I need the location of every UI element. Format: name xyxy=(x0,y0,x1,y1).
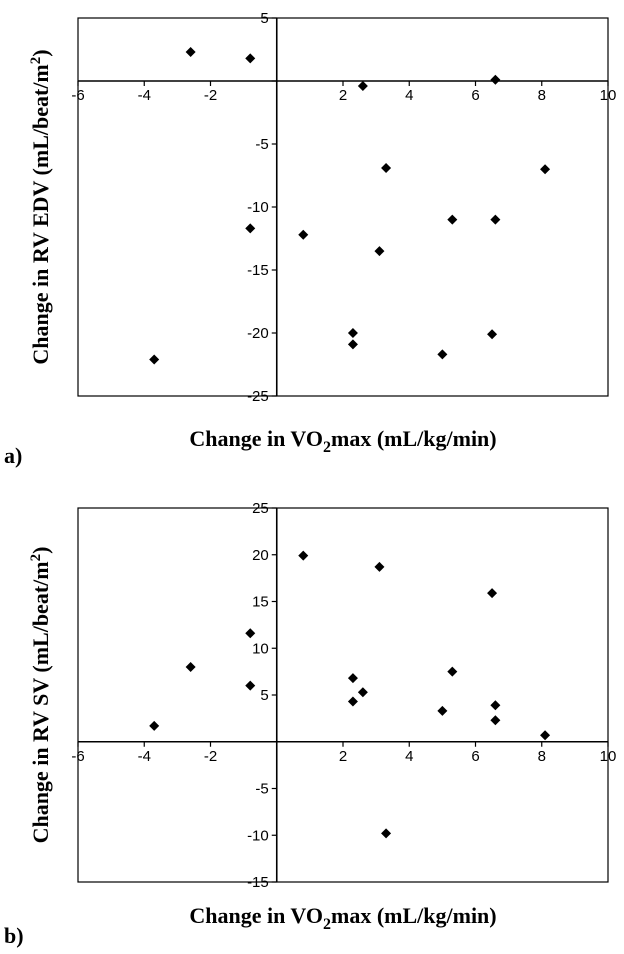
y-tick-label-b: 20 xyxy=(252,547,269,564)
data-point-a xyxy=(245,53,256,64)
data-point-a xyxy=(437,349,448,360)
data-point-a xyxy=(381,162,392,173)
x-tick-label-b: 8 xyxy=(538,748,546,765)
data-point-b xyxy=(487,588,498,599)
y-axis-title-a: Change in RV EDV (mL/beat/m2) xyxy=(28,49,53,364)
y-tick-label-a: -10 xyxy=(247,199,269,216)
x-axis-title-a: Change in VO2max (mL/kg/min) xyxy=(189,426,496,456)
y-tick-label-b: -15 xyxy=(247,874,269,891)
data-point-a xyxy=(347,328,358,338)
y-tick-label-b: -10 xyxy=(247,827,269,844)
data-point-b xyxy=(298,550,309,561)
x-tick-label-a: 10 xyxy=(600,87,617,104)
panel-b: -6 -4 -2 2 4 6 8 10 25 20 15 10 5 -5 -10 -15 Change in … xyxy=(4,500,616,948)
x-tick-label-b: 6 xyxy=(471,748,479,765)
data-point-a xyxy=(447,214,458,225)
x-tick-label-a: 4 xyxy=(405,87,413,104)
data-point-a xyxy=(185,47,196,58)
data-point-b xyxy=(347,673,358,684)
x-tick-label-a: 8 xyxy=(538,87,546,104)
panel-label-a: a) xyxy=(4,443,22,468)
data-point-a xyxy=(357,81,368,92)
data-point-a xyxy=(487,329,498,340)
data-point-a xyxy=(347,339,358,350)
data-point-a xyxy=(374,246,385,257)
data-point-a xyxy=(490,214,501,225)
panel-label-b: b) xyxy=(4,923,24,948)
data-point-b xyxy=(347,696,358,707)
y-tick-label-b: 10 xyxy=(252,640,269,657)
data-point-b xyxy=(185,661,196,672)
x-tick-label-b: -6 xyxy=(71,748,84,765)
x-tick-label-a: -6 xyxy=(71,87,84,104)
x-tick-label-a: -4 xyxy=(138,87,151,104)
x-tick-label-b: 4 xyxy=(405,748,413,765)
data-point-a xyxy=(490,74,501,85)
data-point-a xyxy=(245,223,256,234)
data-point-b xyxy=(149,720,160,731)
x-tick-label-b: 10 xyxy=(600,748,617,765)
x-tick-label-a: -2 xyxy=(204,87,217,104)
y-tick-label-a: -25 xyxy=(247,388,269,405)
data-point-b xyxy=(357,687,368,698)
y-tick-label-b: -5 xyxy=(255,781,268,798)
data-point-b xyxy=(374,561,385,572)
data-point-b xyxy=(490,715,501,726)
y-tick-label-b: 15 xyxy=(252,594,269,611)
y-tick-label-a: -20 xyxy=(247,325,269,342)
y-tick-label-b: 25 xyxy=(252,500,269,517)
y-axis-title-b: Change in RV SV (mL/beat/m2) xyxy=(28,547,53,844)
x-tick-label-b: -4 xyxy=(138,748,151,765)
data-point-b xyxy=(437,705,448,716)
marks-a: -6 -4 -2 2 4 6 8 10 5 -5 -10 -15 -20 -25 xyxy=(71,10,616,405)
plot-frame-b xyxy=(77,507,609,883)
marks-b: -6 -4 -2 2 4 6 8 10 25 20 15 10 5 -5 -10 -15 xyxy=(71,500,616,891)
data-point-b xyxy=(245,680,256,691)
x-axis-title-b: Change in VO2max (mL/kg/min) xyxy=(189,903,496,933)
data-point-a xyxy=(540,164,551,175)
x-tick-label-a: 6 xyxy=(471,87,479,104)
data-point-b xyxy=(381,828,392,839)
y-tick-label-a: -15 xyxy=(247,262,269,279)
data-point-b xyxy=(540,730,551,741)
data-point-b xyxy=(490,700,501,711)
data-point-a xyxy=(149,354,160,365)
y-tick-label-a: 5 xyxy=(260,10,268,27)
data-point-b xyxy=(245,628,256,639)
x-tick-label-b: 2 xyxy=(339,748,347,765)
x-tick-label-a: 2 xyxy=(339,87,347,104)
plot-frame-a xyxy=(77,17,609,397)
panel-a: -6 -4 -2 2 4 6 8 10 5 -5 -10 -15 -20 -25 Change in VO… xyxy=(4,10,616,468)
x-tick-label-b: -2 xyxy=(204,748,217,765)
data-point-b xyxy=(447,666,458,677)
data-point-a xyxy=(298,229,309,240)
y-tick-label-b: 5 xyxy=(260,687,268,704)
y-tick-label-a: -5 xyxy=(255,136,268,153)
